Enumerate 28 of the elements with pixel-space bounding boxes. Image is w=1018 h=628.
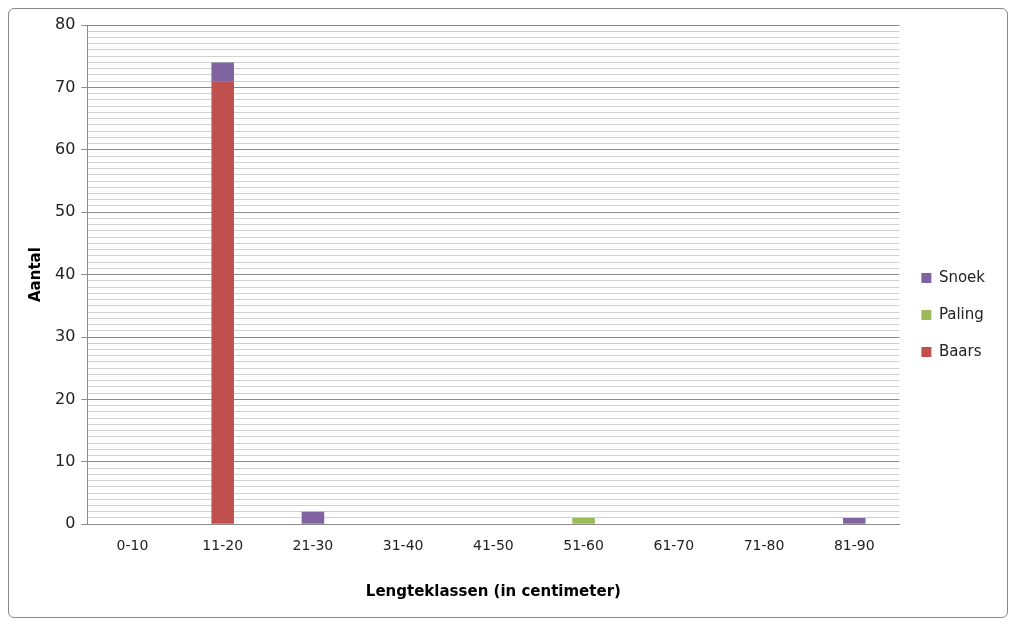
bar [572, 517, 595, 524]
x-tick-label: 61-70 [653, 537, 695, 554]
x-tick-label: 41-50 [473, 537, 514, 554]
y-axis-title: Aantal [25, 247, 44, 303]
x-tick-label: 21-30 [292, 537, 334, 554]
legend-label: Baars [938, 341, 982, 360]
x-tick-label: 11-20 [202, 537, 244, 554]
x-tick-label: 0-10 [116, 537, 149, 554]
y-tick-label: 20 [55, 388, 76, 408]
bar [301, 511, 325, 524]
y-tick-label: 10 [55, 450, 76, 470]
bar [211, 62, 234, 82]
y-tick-label: 70 [55, 76, 76, 96]
legend-label: Paling [938, 304, 984, 323]
y-tick-label: 50 [55, 201, 76, 221]
x-axis-title: Lengteklassen (in centimeter) [365, 581, 621, 600]
y-tick-label: 60 [55, 138, 76, 158]
x-tick-label: 71-80 [743, 537, 785, 554]
bar [842, 517, 866, 524]
x-tick-label: 31-40 [382, 537, 424, 554]
bar [211, 81, 234, 524]
y-tick-label: 0 [65, 513, 76, 533]
y-tick-label: 80 [55, 14, 76, 34]
legend-label: Snoek [938, 267, 986, 286]
y-tick-label: 40 [55, 263, 76, 283]
y-tick-label: 30 [55, 326, 76, 346]
x-tick-label: 81-90 [833, 537, 875, 554]
x-tick-label: 51-60 [563, 537, 604, 554]
